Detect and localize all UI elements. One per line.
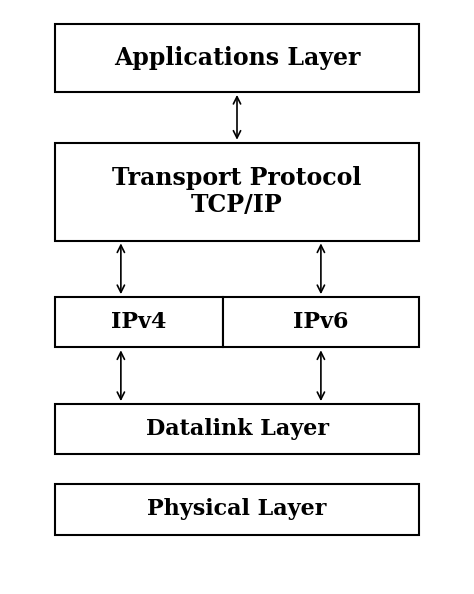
Bar	[55, 297, 223, 347]
Text: Physical Layer: Physical Layer	[147, 498, 327, 520]
Text: IPv6: IPv6	[293, 311, 349, 333]
Bar	[55, 24, 419, 92]
Text: Transport Protocol
TCP/IP: Transport Protocol TCP/IP	[112, 166, 362, 217]
Bar	[55, 143, 419, 241]
Text: IPv4: IPv4	[111, 311, 166, 333]
Bar	[223, 297, 419, 347]
Text: Datalink Layer: Datalink Layer	[146, 418, 328, 440]
Bar	[55, 404, 419, 454]
Text: Applications Layer: Applications Layer	[114, 46, 360, 70]
Bar	[55, 484, 419, 535]
